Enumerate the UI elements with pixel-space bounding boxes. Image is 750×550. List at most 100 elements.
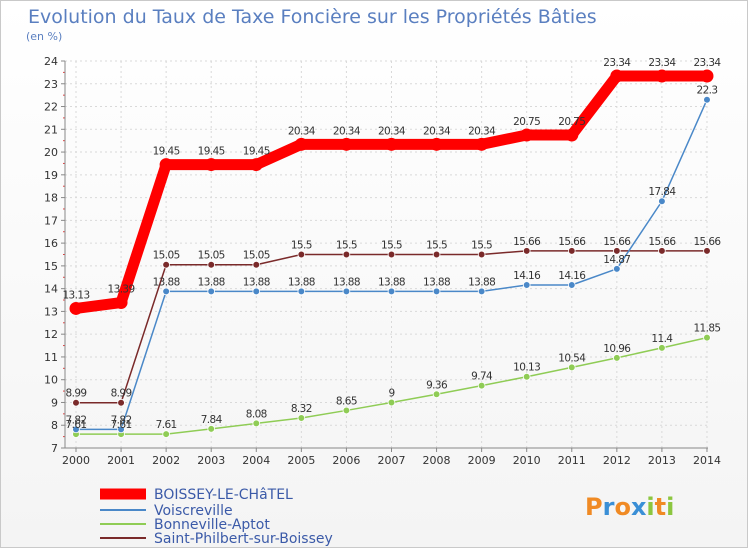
data-point — [432, 390, 441, 399]
data-label: 14.87 — [603, 254, 630, 266]
x-tick-label: 2005 — [287, 454, 315, 467]
y-tick-label: 20 — [44, 146, 58, 159]
data-point — [567, 363, 576, 372]
data-label: 13.13 — [62, 289, 89, 301]
legend-label-boissey: BOISSEY-LE-CHâTEL — [154, 487, 293, 503]
data-point — [297, 414, 306, 422]
data-label: 11.4 — [651, 333, 673, 345]
data-point — [567, 281, 576, 289]
y-tick-label: 13 — [44, 305, 58, 318]
data-point — [703, 95, 711, 104]
data-point — [162, 287, 170, 296]
x-tick-label: 2003 — [197, 454, 225, 467]
logo-letter: i — [646, 493, 654, 521]
data-label: 7.82 — [111, 414, 132, 426]
data-point — [700, 69, 714, 83]
data-point — [384, 137, 398, 151]
data-label: 20.34 — [378, 125, 406, 137]
proxiti-logo: Proxiti — [585, 493, 674, 521]
data-label: 15.66 — [513, 236, 541, 248]
y-tick-label: 19 — [44, 169, 58, 182]
data-label: 7.61 — [111, 419, 132, 431]
data-point — [114, 296, 128, 310]
series-lines — [69, 69, 714, 438]
y-tick-label: 15 — [44, 260, 58, 273]
data-point — [613, 265, 621, 273]
data-label: 23.34 — [603, 57, 631, 69]
x-tick-label: 2008 — [423, 454, 451, 467]
y-tick-label: 23 — [44, 78, 58, 91]
data-label: 15.66 — [558, 236, 586, 248]
data-point — [72, 425, 80, 434]
data-point — [658, 247, 666, 255]
data-point — [655, 69, 669, 83]
y-tick-label: 11 — [44, 351, 58, 364]
data-point — [297, 287, 306, 296]
data-label: 20.75 — [513, 116, 540, 128]
data-point — [69, 301, 83, 315]
data-point — [297, 250, 306, 259]
data-label: 8.99 — [111, 388, 132, 400]
data-label: 8.99 — [66, 388, 87, 400]
data-point — [432, 287, 441, 296]
data-point — [703, 333, 711, 342]
data-point — [613, 247, 621, 255]
data-point — [252, 419, 261, 428]
data-label: 13.88 — [288, 276, 315, 288]
y-tick-label: 14 — [44, 283, 58, 296]
data-label: 7.84 — [201, 414, 223, 426]
data-point — [658, 344, 666, 352]
data-point — [339, 137, 353, 151]
data-point — [475, 137, 489, 151]
data-label: 14.16 — [558, 270, 586, 282]
y-tick-label: 16 — [44, 237, 58, 250]
data-label: 15.66 — [603, 236, 631, 248]
data-point — [522, 247, 531, 255]
y-tick-label: 8 — [51, 419, 58, 432]
data-point — [565, 128, 579, 142]
data-label: 13.39 — [108, 284, 135, 296]
x-tick-label: 2002 — [152, 454, 180, 467]
data-label: 8.65 — [336, 395, 357, 407]
data-label: 15.66 — [648, 236, 676, 248]
data-label: 20.34 — [468, 125, 496, 137]
data-label: 19.45 — [198, 146, 225, 158]
data-point — [477, 250, 486, 259]
data-point — [159, 158, 173, 172]
data-point — [477, 287, 486, 296]
data-label: 10.13 — [513, 362, 540, 374]
y-tick-label: 12 — [44, 328, 58, 341]
logo-letter: P — [585, 493, 603, 521]
data-label: 19.45 — [243, 146, 270, 158]
y-tick-label: 22 — [44, 101, 58, 114]
data-label: 15.05 — [198, 250, 225, 262]
data-point — [567, 247, 576, 255]
x-tick-label: 2011 — [558, 454, 586, 467]
y-tick-label: 17 — [44, 214, 58, 227]
data-label: 23.34 — [693, 57, 721, 69]
data-label: 11.85 — [693, 323, 720, 335]
data-label: 15.5 — [336, 240, 357, 252]
y-tick-label: 7 — [51, 442, 58, 455]
proxiti-wordmark: Proxiti — [585, 493, 674, 521]
data-label: 13.88 — [153, 276, 180, 288]
logo-letter: r — [603, 493, 615, 521]
x-tick-label: 2000 — [62, 454, 90, 467]
data-label: 13.88 — [333, 276, 360, 288]
x-tick-label: 2010 — [513, 454, 541, 467]
data-label: 20.75 — [558, 116, 585, 128]
data-point — [207, 287, 216, 296]
data-point — [432, 250, 441, 259]
data-point — [252, 287, 261, 296]
logo-letter: o — [614, 493, 631, 521]
data-point — [252, 260, 261, 269]
data-point — [249, 158, 263, 172]
data-label: 7.82 — [66, 414, 87, 426]
legend-label-bonneville: Bonneville-Aptot — [154, 517, 270, 533]
data-label: 15.05 — [243, 250, 270, 262]
data-point — [117, 425, 125, 434]
data-label: 10.54 — [558, 352, 586, 364]
data-point — [658, 197, 666, 206]
chart-title: Evolution du Taux de Taxe Foncière sur l… — [28, 6, 597, 28]
